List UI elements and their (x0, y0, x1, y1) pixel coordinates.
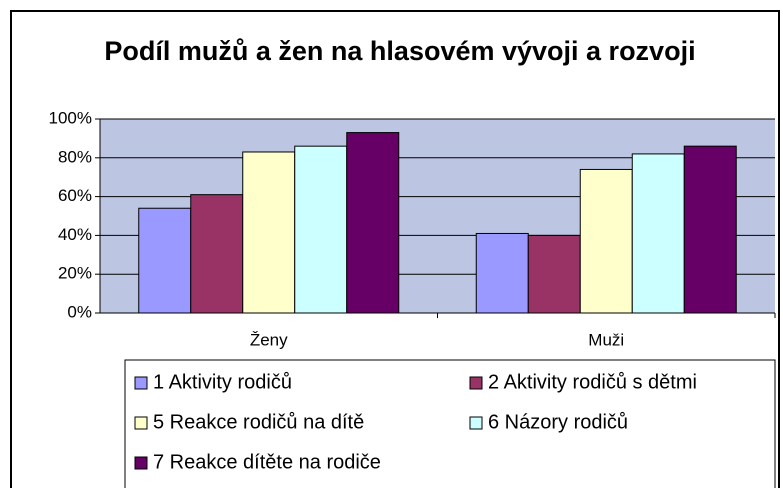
legend-swatch (469, 376, 483, 390)
legend-swatch (134, 456, 148, 470)
legend-label: 1 Aktivity rodičů (153, 371, 292, 393)
bar (138, 207, 192, 314)
y-tick-label: 20% (58, 264, 92, 283)
y-tick-label: 80% (58, 147, 92, 166)
bar (579, 168, 633, 314)
bar (631, 153, 685, 314)
bar (190, 194, 244, 314)
bar (475, 232, 529, 314)
bar (294, 145, 348, 314)
legend-swatch (469, 416, 483, 430)
legend-box (124, 359, 776, 488)
y-tick-label: 60% (58, 186, 92, 205)
x-tick-label: Muži (588, 330, 624, 349)
bar (346, 132, 400, 314)
legend-swatch (134, 376, 148, 390)
legend-label: 6 Názory rodičů (488, 411, 628, 433)
y-tick-label: 0% (67, 302, 92, 321)
legend-label: 5 Reakce rodičů na dítě (153, 411, 364, 433)
chart-title: Podíl mužů a žen na hlasovém vývoji a ro… (104, 36, 696, 66)
y-tick-label: 40% (58, 225, 92, 244)
legend-swatch (134, 416, 148, 430)
bar (242, 151, 296, 314)
legend-label: 7 Reakce dítěte na rodiče (153, 451, 381, 473)
bar (683, 145, 737, 314)
legend-label: 2 Aktivity rodičů s dětmi (488, 371, 697, 393)
y-tick-label: 100% (49, 108, 92, 127)
bar (527, 234, 581, 314)
x-tick-label: Ženy (250, 330, 288, 349)
